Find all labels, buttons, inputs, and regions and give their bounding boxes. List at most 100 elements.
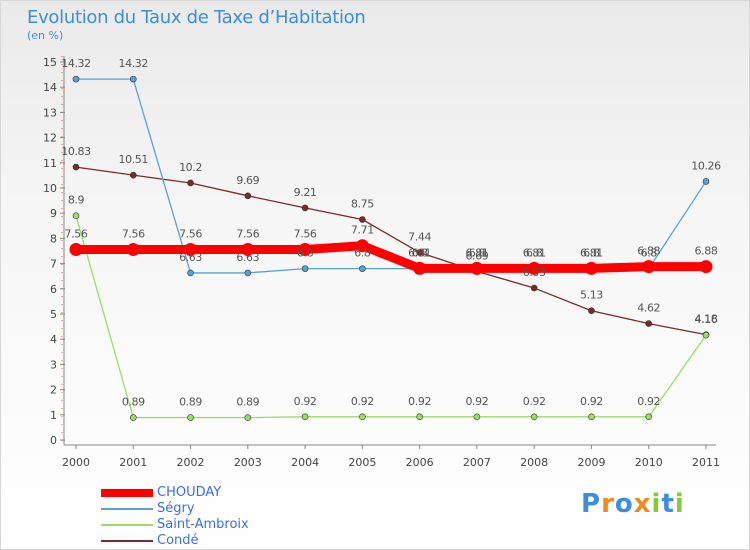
- y-tick-label: 2: [50, 384, 57, 397]
- x-tick-label: 2004: [291, 456, 319, 469]
- data-point: [72, 212, 80, 220]
- logo-letter: o: [614, 489, 634, 519]
- y-tick-label: 9: [50, 207, 57, 220]
- chart-subtitle: (en %): [27, 29, 64, 42]
- data-point: [359, 413, 366, 421]
- x-tick-label: 2001: [119, 456, 147, 469]
- data-label: 14.32: [119, 57, 149, 70]
- data-label: 6.63: [179, 251, 202, 264]
- x-tick-label: 2005: [348, 456, 376, 469]
- data-label: 6.8: [583, 247, 600, 260]
- data-label: 9.69: [236, 174, 259, 187]
- data-point: [702, 178, 710, 185]
- data-label: 6.8: [354, 247, 371, 260]
- data-label: 10.83: [61, 145, 91, 158]
- series-line-2: [75, 215, 707, 419]
- y-tick-label: 0: [50, 434, 57, 447]
- data-point: [72, 163, 80, 171]
- data-label: 10.26: [691, 159, 721, 172]
- data-label: 6.81: [523, 246, 546, 259]
- data-label: 6.03: [523, 266, 546, 279]
- data-label: 0.89: [122, 396, 145, 409]
- data-label: 6.88: [695, 245, 718, 258]
- data-point: [470, 261, 484, 275]
- data-label: 10.51: [119, 153, 149, 166]
- y-tick-label: 3: [50, 358, 57, 371]
- data-point: [126, 242, 140, 256]
- logo-letter: P: [581, 489, 602, 519]
- data-point: [301, 413, 309, 421]
- data-point: [699, 260, 713, 274]
- data-label: 0.92: [465, 395, 488, 408]
- data-label: 0.92: [408, 395, 431, 408]
- data-label: 6.63: [236, 251, 259, 264]
- data-point: [129, 414, 137, 421]
- x-tick-label: 2011: [692, 456, 720, 469]
- data-label: 6.8: [469, 247, 486, 260]
- data-label: 6.88: [637, 245, 660, 258]
- data-label: 0.92: [294, 395, 317, 408]
- y-tick-label: 15: [43, 56, 57, 69]
- data-point: [359, 265, 366, 272]
- data-label: 6.81: [408, 246, 431, 259]
- logo-letter: x: [633, 489, 652, 519]
- data-label: 7.56: [122, 227, 145, 240]
- data-label: 0.92: [637, 395, 660, 408]
- data-point: [129, 171, 137, 179]
- data-label: 6.8: [526, 247, 543, 260]
- x-tick-label: 2000: [62, 456, 90, 469]
- data-point: [416, 249, 423, 256]
- legend-swatch: [101, 540, 153, 542]
- x-tick-label: 2003: [234, 456, 262, 469]
- data-point: [72, 75, 80, 83]
- x-tick-label: 2007: [463, 456, 491, 469]
- data-point: [69, 242, 83, 256]
- x-tick-label: 2008: [520, 456, 548, 469]
- y-tick-label: 8: [50, 232, 57, 245]
- logo-letter: r: [601, 489, 615, 519]
- chart-title: Evolution du Taux de Taxe d’Habitation: [27, 7, 366, 28]
- data-point: [298, 242, 312, 256]
- data-point: [241, 242, 255, 256]
- data-label: 10.2: [179, 161, 202, 174]
- data-point: [187, 269, 194, 277]
- data-point: [530, 284, 538, 292]
- data-point: [642, 260, 656, 274]
- legend-swatch: [101, 508, 153, 510]
- data-point: [588, 413, 595, 421]
- legend-swatch: [101, 524, 153, 526]
- data-label: 5.13: [580, 289, 603, 302]
- data-label: 0.89: [236, 396, 259, 409]
- data-point: [645, 413, 653, 421]
- data-point: [244, 192, 252, 200]
- logo-letter: i: [651, 489, 662, 519]
- data-label: 0.92: [523, 395, 546, 408]
- data-label: 6.8: [297, 247, 314, 260]
- x-tick-label: 2009: [577, 456, 605, 469]
- y-tick-label: 6: [50, 283, 57, 296]
- data-point: [702, 331, 710, 339]
- data-label: 6.69: [465, 249, 488, 262]
- data-label: 6.8: [641, 247, 658, 260]
- logo-letter: t: [661, 489, 675, 519]
- data-label: 6.8: [411, 247, 428, 260]
- legend-label: Saint-Ambroix: [157, 517, 249, 532]
- data-point: [527, 261, 541, 275]
- data-label: 6.81: [580, 246, 603, 259]
- legend-label: CHOUDAY: [157, 485, 222, 500]
- logo-letter: i: [674, 489, 685, 519]
- data-point: [244, 269, 252, 277]
- series-line-1: [75, 78, 707, 274]
- series-line-3: [75, 166, 707, 336]
- proxiti-logo: Proxiti: [581, 489, 685, 519]
- data-point: [129, 75, 137, 83]
- y-tick-label: 13: [43, 106, 57, 119]
- data-label: 7.56: [236, 227, 259, 240]
- y-tick-label: 1: [50, 409, 57, 422]
- y-tick-label: 12: [43, 132, 57, 145]
- x-tick-label: 2002: [177, 456, 205, 469]
- data-label: 4.62: [637, 302, 660, 315]
- data-point: [413, 261, 427, 275]
